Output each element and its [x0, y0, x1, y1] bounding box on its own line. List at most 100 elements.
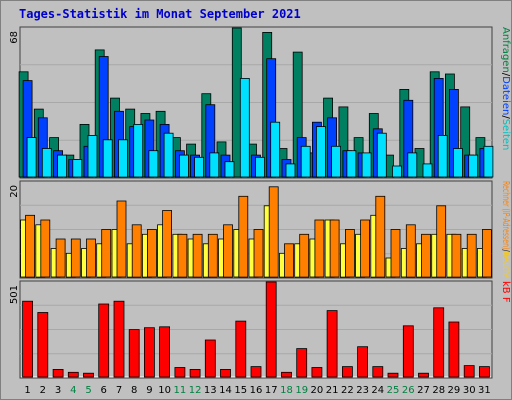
bottom-bar-kbf-day-13: [204, 339, 216, 378]
x-tick-label-day-14: 14: [219, 385, 232, 396]
top-bar-seiten-day-6: [102, 139, 113, 178]
middle-series-label-part: Besuche: [500, 252, 511, 278]
x-tick-label-day-3: 3: [55, 385, 61, 396]
top-bar-seiten-day-20: [315, 126, 326, 178]
top-bar-seiten-day-7: [118, 139, 128, 178]
x-tick-label-day-4: 4: [70, 385, 76, 396]
top-bar-seiten-day-9: [148, 150, 159, 178]
middle-bar-rechner-day-13: [207, 233, 218, 278]
bottom-ytick-label: 501: [9, 285, 20, 304]
top-series-label-part: /: [500, 73, 511, 77]
middle-bar-rechner-day-26: [405, 224, 416, 278]
middle-bar-rechner-day-20: [314, 219, 325, 278]
top-bar-seiten-day-4: [72, 159, 83, 178]
bottom-bar-kbf-day-29: [448, 321, 460, 378]
bottom-bar-kbf-day-27: [418, 372, 429, 378]
x-tick-label-day-24: 24: [371, 385, 384, 396]
middle-bar-rechner-day-17: [268, 186, 279, 278]
chart-title: Tages-Statistik im Monat September 2021: [19, 7, 301, 21]
x-tick-label-day-22: 22: [341, 385, 354, 396]
top-series-label-part: /: [500, 115, 511, 119]
top-bar-seiten-day-10: [163, 132, 174, 178]
bottom-bar-kbf-day-17: [265, 281, 277, 378]
top-bar-seiten-day-15: [239, 78, 250, 178]
middle-bar-rechner-day-24: [375, 195, 386, 278]
top-bar-seiten-day-17: [270, 121, 281, 178]
bottom-bar-kbf-day-9: [143, 327, 155, 378]
x-tick-label-day-19: 19: [295, 385, 308, 396]
bottom-series-label-part: kB F: [500, 281, 511, 303]
middle-bar-rechner-day-14: [223, 224, 233, 278]
bottom-bar-kbf-day-28: [433, 307, 445, 378]
middle-bar-rechner-day-10: [162, 210, 173, 278]
x-tick-label-day-15: 15: [234, 385, 247, 396]
bottom-bar-kbf-day-20: [311, 367, 323, 378]
middle-bar-rechner-day-11: [177, 233, 188, 278]
x-tick-label-day-31: 31: [478, 385, 491, 396]
x-tick-label-day-2: 2: [40, 385, 46, 396]
top-bar-seiten-day-31: [483, 145, 494, 178]
middle-bar-rechner-day-6: [101, 229, 112, 278]
top-bar-seiten-day-28: [437, 134, 448, 178]
x-tick-label-day-30: 30: [463, 385, 476, 396]
x-tick-label-day-10: 10: [158, 385, 171, 396]
bottom-bar-kbf-day-8: [128, 329, 140, 378]
x-tick-label-day-21: 21: [326, 385, 339, 396]
top-bar-seiten-day-23: [361, 152, 372, 178]
bottom-bar-kbf-day-5: [83, 372, 94, 378]
top-bar-seiten-day-26: [407, 152, 418, 178]
middle-bar-rechner-day-7: [116, 200, 127, 278]
bottom-bar-kbf-day-22: [341, 366, 353, 378]
middle-bar-rechner-day-25: [390, 229, 401, 278]
top-bar-seiten-day-13: [209, 152, 220, 178]
top-bar-seiten-day-22: [346, 150, 357, 178]
top-bar-seiten-day-8: [133, 124, 144, 178]
middle-bar-rechner-day-9: [146, 229, 157, 278]
top-bar-seiten-day-12: [194, 156, 205, 178]
bottom-bar-kbf-day-11: [174, 367, 186, 378]
bottom-bar-kbf-day-14: [220, 368, 231, 378]
middle-bar-rechner-day-19: [299, 233, 310, 278]
middle-bar-rechner-day-31: [481, 229, 492, 278]
middle-bar-rechner-day-29: [451, 233, 462, 278]
x-tick-label-day-27: 27: [417, 385, 430, 396]
x-tick-label-day-16: 16: [250, 385, 263, 396]
x-tick-label-day-20: 20: [311, 385, 324, 396]
middle-bar-rechner-day-22: [344, 229, 355, 278]
x-tick-label-day-26: 26: [402, 385, 415, 396]
x-tick-label-day-13: 13: [204, 385, 217, 396]
middle-bar-rechner-day-2: [40, 219, 51, 278]
bottom-bar-kbf-day-30: [463, 365, 475, 378]
middle-bar-rechner-day-28: [436, 205, 447, 278]
top-bar-seiten-day-27: [422, 163, 433, 178]
middle-bar-rechner-day-30: [466, 233, 477, 278]
top-ytick-label: 68: [9, 31, 20, 44]
bottom-bar-kbf-day-2: [37, 312, 49, 378]
middle-bar-rechner-day-16: [253, 229, 264, 278]
bottom-bar-kbf-day-23: [357, 346, 369, 378]
x-tick-label-day-17: 17: [265, 385, 278, 396]
top-series-label-part: Anfragen: [500, 27, 511, 73]
middle-bar-rechner-day-15: [238, 195, 249, 278]
top-bar-seiten-day-25: [392, 165, 402, 178]
middle-bar-rechner-day-12: [192, 233, 203, 278]
bottom-bar-kbf-day-19: [296, 348, 308, 378]
top-bar-seiten-day-18: [285, 163, 296, 178]
middle-bar-rechner-day-8: [131, 224, 142, 278]
top-bar-seiten-day-30: [468, 154, 479, 178]
bottom-bar-kbf-day-24: [372, 366, 384, 378]
middle-series-label-part: Rechner (IP-Adressen): [500, 181, 511, 250]
middle-bar-rechner-day-18: [284, 243, 294, 278]
x-tick-label-day-18: 18: [280, 385, 293, 396]
middle-bar-rechner-day-21: [329, 219, 340, 278]
top-bar-seiten-day-19: [300, 145, 311, 178]
bottom-series-label: kB F: [500, 281, 511, 303]
x-tick-label-day-1: 1: [24, 385, 30, 396]
bottom-bar-kbf-day-15: [235, 320, 247, 378]
top-bar-seiten-day-16: [255, 156, 265, 178]
x-tick-label-day-8: 8: [131, 385, 137, 396]
top-bar-seiten-day-11: [178, 154, 189, 178]
middle-bar-rechner-day-4: [70, 238, 81, 278]
x-tick-label-day-9: 9: [146, 385, 152, 396]
